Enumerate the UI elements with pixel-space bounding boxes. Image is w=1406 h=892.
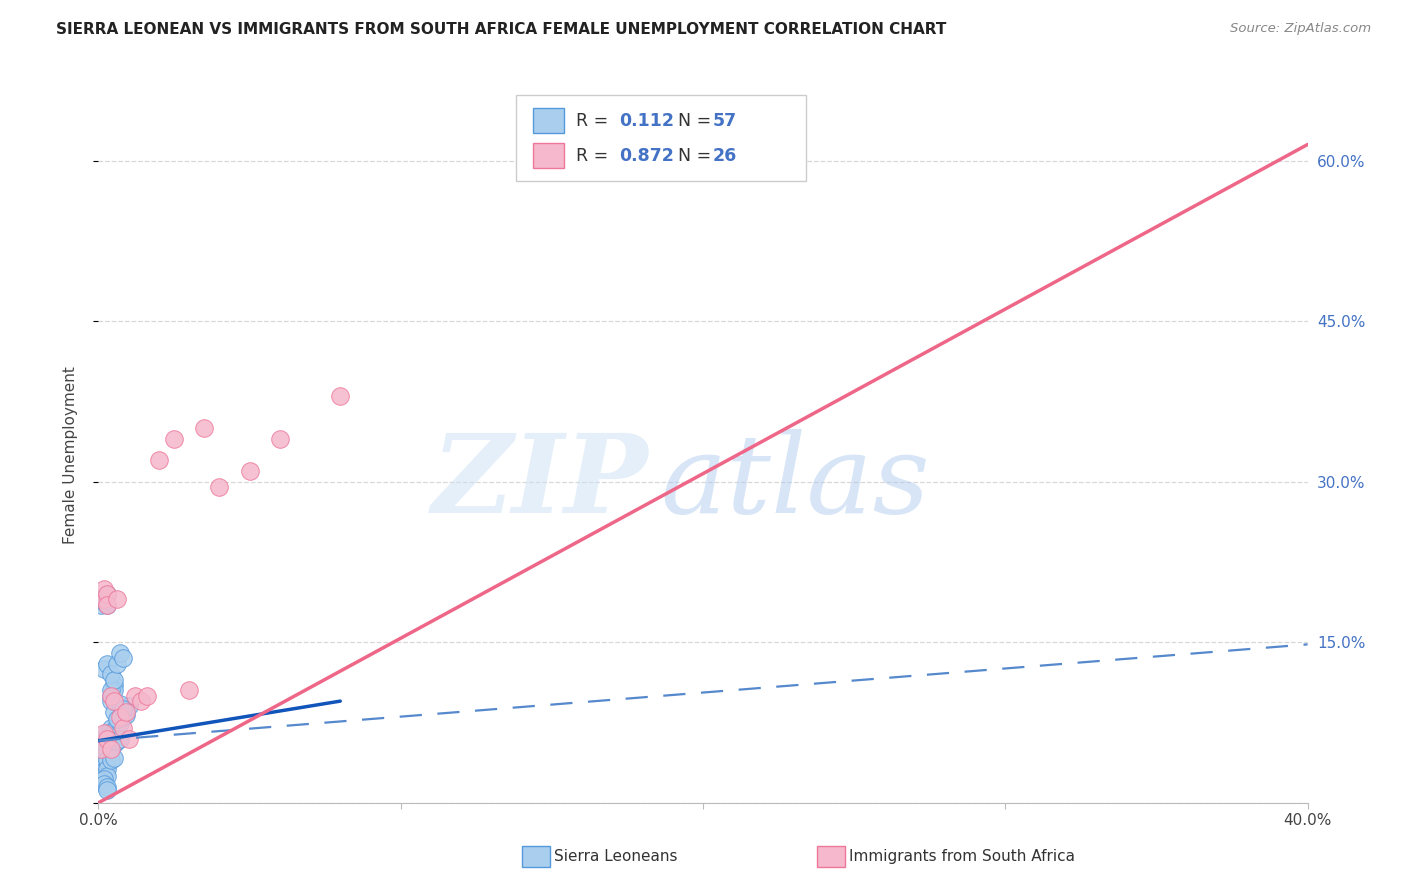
Text: SIERRA LEONEAN VS IMMIGRANTS FROM SOUTH AFRICA FEMALE UNEMPLOYMENT CORRELATION C: SIERRA LEONEAN VS IMMIGRANTS FROM SOUTH … — [56, 22, 946, 37]
Point — [100, 667, 122, 681]
Point — [103, 673, 125, 687]
Point — [90, 598, 112, 612]
Point — [103, 694, 125, 708]
Point — [105, 657, 128, 671]
Point — [90, 758, 112, 772]
Point — [93, 662, 115, 676]
Point — [111, 651, 134, 665]
Point — [103, 678, 125, 692]
Point — [96, 733, 118, 747]
Point — [179, 683, 201, 698]
Point — [103, 737, 125, 751]
Y-axis label: Female Unemployment: Female Unemployment — [63, 366, 77, 544]
Point — [114, 705, 136, 719]
Point — [105, 712, 128, 726]
Point — [239, 464, 262, 478]
Point — [96, 769, 118, 783]
Point — [124, 689, 146, 703]
Point — [93, 769, 115, 783]
Point — [208, 480, 231, 494]
Point — [100, 742, 122, 756]
Point — [93, 755, 115, 769]
Point — [100, 753, 122, 767]
Text: R =: R = — [576, 112, 614, 129]
Point — [93, 737, 115, 751]
Point — [90, 774, 112, 789]
Point — [108, 698, 131, 712]
Point — [103, 683, 125, 698]
Point — [108, 646, 131, 660]
Point — [96, 726, 118, 740]
Text: Sierra Leoneans: Sierra Leoneans — [554, 849, 678, 863]
Point — [108, 715, 131, 730]
Text: atlas: atlas — [661, 429, 931, 536]
Point — [100, 721, 122, 735]
Point — [96, 657, 118, 671]
Text: N =: N = — [678, 112, 717, 129]
Point — [108, 731, 131, 746]
Point — [96, 598, 118, 612]
Point — [90, 592, 112, 607]
Text: N =: N = — [678, 147, 717, 165]
Point — [129, 694, 152, 708]
Point — [96, 731, 118, 746]
Point — [103, 751, 125, 765]
Point — [90, 753, 112, 767]
Point — [96, 783, 118, 797]
Point — [111, 721, 134, 735]
Text: R =: R = — [576, 147, 614, 165]
Point — [118, 699, 141, 714]
Point — [269, 432, 291, 446]
Point — [93, 747, 115, 762]
Point — [96, 744, 118, 758]
Point — [105, 719, 128, 733]
Point — [100, 683, 122, 698]
Point — [93, 776, 115, 790]
Point — [135, 689, 157, 703]
Point — [103, 723, 125, 737]
Point — [96, 753, 118, 767]
Point — [100, 689, 122, 703]
Point — [105, 733, 128, 747]
Point — [90, 747, 112, 762]
Point — [118, 731, 141, 746]
Point — [93, 764, 115, 778]
Point — [96, 780, 118, 794]
Point — [329, 389, 352, 403]
Point — [93, 592, 115, 607]
Point — [93, 726, 115, 740]
Point — [93, 772, 115, 787]
Text: 0.872: 0.872 — [619, 147, 673, 165]
Point — [108, 710, 131, 724]
Point — [100, 742, 122, 756]
Point — [114, 708, 136, 723]
Text: 26: 26 — [713, 147, 737, 165]
Point — [93, 582, 115, 596]
Point — [96, 762, 118, 776]
Text: Source: ZipAtlas.com: Source: ZipAtlas.com — [1230, 22, 1371, 36]
Point — [90, 742, 112, 756]
Point — [103, 705, 125, 719]
Point — [193, 421, 215, 435]
Point — [93, 594, 115, 608]
Point — [111, 710, 134, 724]
Point — [105, 592, 128, 607]
Text: 0.112: 0.112 — [619, 112, 673, 129]
Point — [93, 591, 115, 605]
Point — [90, 742, 112, 756]
Text: ZIP: ZIP — [432, 429, 648, 536]
Point — [100, 694, 122, 708]
Point — [111, 701, 134, 715]
Point — [100, 731, 122, 746]
Point — [96, 587, 118, 601]
Point — [96, 587, 118, 601]
Text: 57: 57 — [713, 112, 737, 129]
Point — [93, 731, 115, 746]
Point — [96, 598, 118, 612]
Point — [100, 689, 122, 703]
Point — [163, 432, 186, 446]
Point — [148, 453, 170, 467]
Text: Immigrants from South Africa: Immigrants from South Africa — [849, 849, 1076, 863]
